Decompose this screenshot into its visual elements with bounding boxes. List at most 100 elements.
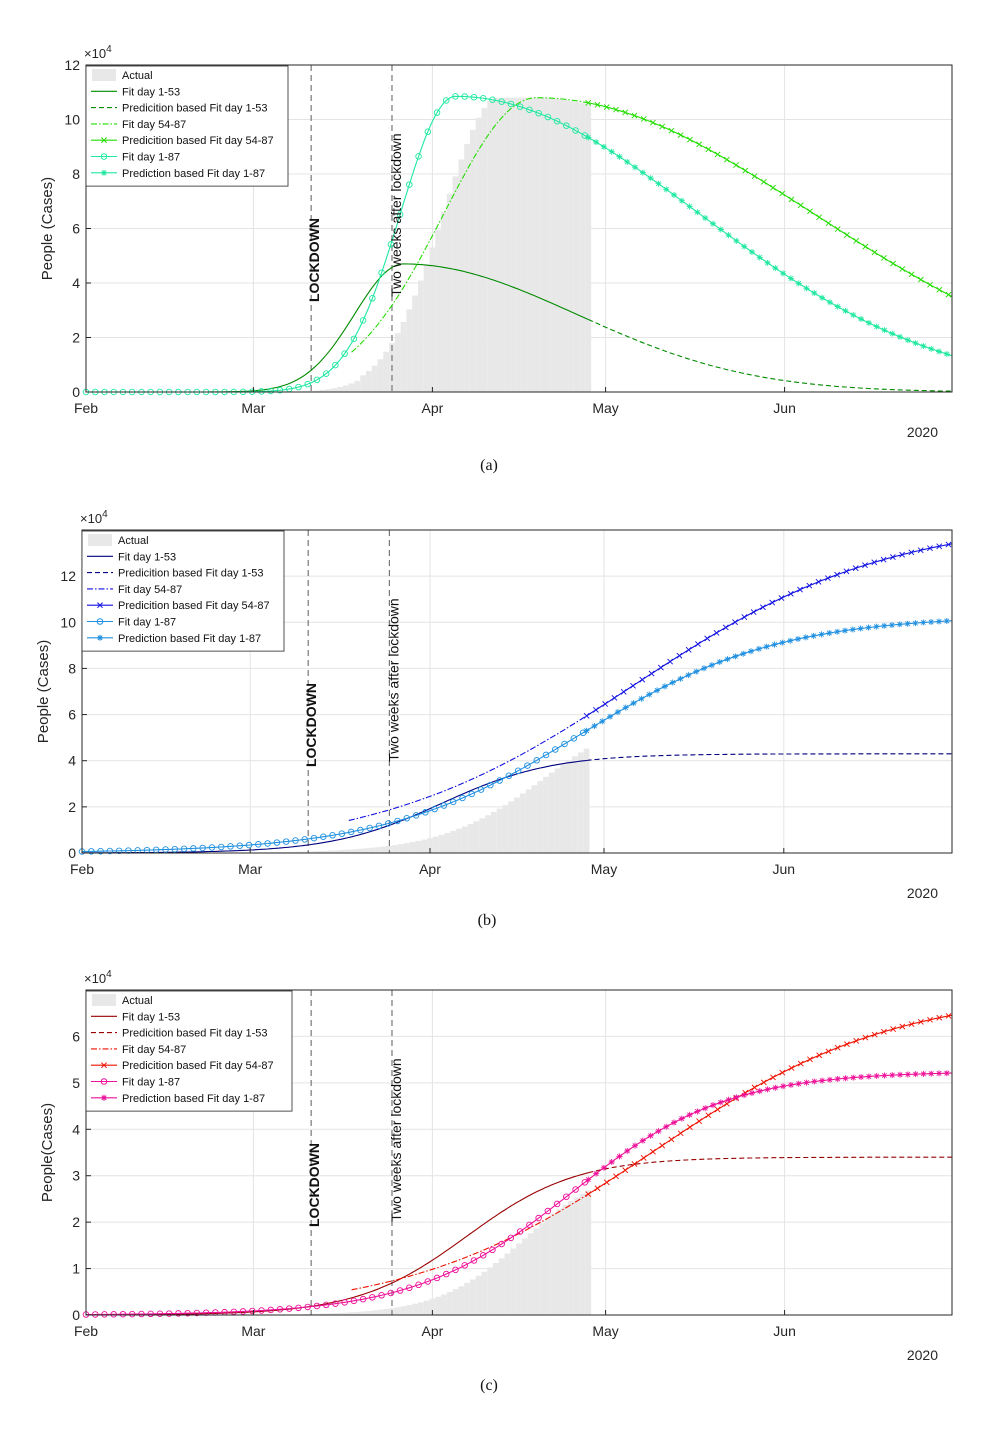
series-prediction-fit-1-53 <box>588 318 952 392</box>
actual-bar <box>441 211 447 392</box>
marker-prediction-54-87 <box>603 1179 610 1186</box>
legend-label: Fit day 54-87 <box>122 119 186 131</box>
actual-bar <box>421 839 428 853</box>
marker-prediction-1-87 <box>671 1119 678 1126</box>
actual-bar <box>458 1286 465 1315</box>
marker-fit-1-87 <box>322 370 330 377</box>
marker-prediction-54-87 <box>862 1034 869 1041</box>
marker-prediction-1-87 <box>935 618 942 625</box>
actual-bar <box>386 845 393 853</box>
marker-fit-1-87 <box>535 1214 542 1222</box>
actual-bar <box>308 390 315 392</box>
marker-prediction-1-87 <box>865 319 872 326</box>
actual-bar <box>479 818 486 853</box>
marker-prediction-54-87 <box>834 571 841 578</box>
marker-prediction-1-87 <box>787 637 794 644</box>
marker-prediction-1-87 <box>748 648 755 655</box>
marker-prediction-1-87 <box>732 653 739 660</box>
marker-fit-1-87 <box>357 826 364 834</box>
actual-bar <box>351 849 358 853</box>
marker-fit-1-87 <box>498 98 505 105</box>
marker-prediction-1-87 <box>600 143 607 150</box>
x-tick-label: Jun <box>773 861 796 877</box>
actual-bar <box>429 1298 436 1315</box>
actual-bar <box>383 351 390 392</box>
y-tick-label: 12 <box>60 568 76 584</box>
marker-prediction-1-87 <box>904 337 911 344</box>
marker-prediction-1-87 <box>655 180 662 187</box>
actual-bar <box>427 838 433 853</box>
actual-bar <box>435 229 442 392</box>
exponent-label: ×104 <box>84 44 112 61</box>
actual-bar <box>316 851 323 853</box>
actual-bar <box>400 321 407 392</box>
marker-prediction-1-87 <box>678 1115 685 1122</box>
marker-prediction-54-87 <box>713 629 720 636</box>
actual-bar <box>583 748 590 853</box>
marker-prediction-1-87 <box>663 1123 670 1130</box>
marker-fit-1-87 <box>581 132 589 139</box>
marker-prediction-1-87 <box>873 1072 880 1079</box>
y-tick-label: 6 <box>72 1028 80 1044</box>
marker-fit-1-87 <box>431 805 438 813</box>
actual-bar <box>504 97 511 392</box>
legend-label: Fit day 1-53 <box>118 551 176 563</box>
marker-prediction-1-87 <box>834 1075 841 1082</box>
x-tick-label: Apr <box>422 1323 444 1339</box>
marker-prediction-1-87 <box>928 618 935 625</box>
marker-prediction-54-87 <box>834 1044 841 1051</box>
actual-bar <box>322 850 329 853</box>
series-prediction-fit-54-87 <box>586 543 953 717</box>
actual-bar <box>380 846 387 853</box>
marker-prediction-54-87 <box>622 1167 629 1174</box>
actual-bar <box>516 97 522 392</box>
actual-bar <box>342 1312 349 1315</box>
marker-prediction-1-87 <box>881 1072 888 1079</box>
y-tick-label: 6 <box>72 221 80 237</box>
marker-prediction-54-87 <box>677 1130 684 1137</box>
marker-fit-1-87 <box>282 838 290 845</box>
marker-prediction-54-87 <box>770 1074 776 1081</box>
marker-prediction-1-87 <box>647 175 654 182</box>
x-tick-label: Mar <box>238 861 262 877</box>
actual-bar <box>360 375 367 392</box>
actual-bar <box>406 1305 413 1315</box>
actual-bar <box>417 280 424 392</box>
marker-prediction-1-87 <box>608 148 615 155</box>
actual-bar <box>423 264 430 392</box>
marker-prediction-1-87 <box>616 153 623 160</box>
marker-prediction-1-87 <box>677 675 684 682</box>
marker-prediction-1-87 <box>842 1075 849 1082</box>
marker-prediction-1-87 <box>748 1090 755 1097</box>
marker-fit-1-87 <box>267 387 274 395</box>
legend-marker <box>101 1062 107 1069</box>
actual-bar <box>429 247 436 392</box>
marker-fit-1-87 <box>544 113 552 121</box>
marker-fit-1-87 <box>295 383 302 391</box>
marker-prediction-54-87 <box>936 1014 943 1021</box>
marker-prediction-1-87 <box>733 1094 740 1101</box>
marker-prediction-54-87 <box>760 604 766 611</box>
actual-bar <box>585 1190 592 1315</box>
marker-prediction-54-87 <box>714 151 721 158</box>
axes-box <box>85 989 953 1316</box>
marker-prediction-1-87 <box>826 299 833 306</box>
y-tick-label: 4 <box>72 1121 80 1137</box>
actual-bar <box>496 808 503 853</box>
marker-prediction-54-87 <box>760 178 767 185</box>
series-fit-day-54-87 <box>351 97 589 353</box>
actual-bar <box>516 1243 522 1315</box>
marker-prediction-54-87 <box>844 1041 850 1048</box>
marker-fit-1-87 <box>514 767 522 774</box>
marker-fit-1-87 <box>581 1179 589 1186</box>
marker-prediction-54-87 <box>880 255 887 261</box>
marker-fit-1-87 <box>526 1221 533 1229</box>
marker-prediction-54-87 <box>613 106 619 113</box>
marker-fit-1-87 <box>406 1284 413 1292</box>
actual-bar <box>409 842 416 853</box>
actual-bar <box>469 129 476 393</box>
marker-prediction-1-87 <box>780 1083 787 1090</box>
marker-prediction-1-87 <box>897 333 904 340</box>
actual-bar <box>544 97 551 392</box>
actual-bar <box>521 1238 528 1315</box>
